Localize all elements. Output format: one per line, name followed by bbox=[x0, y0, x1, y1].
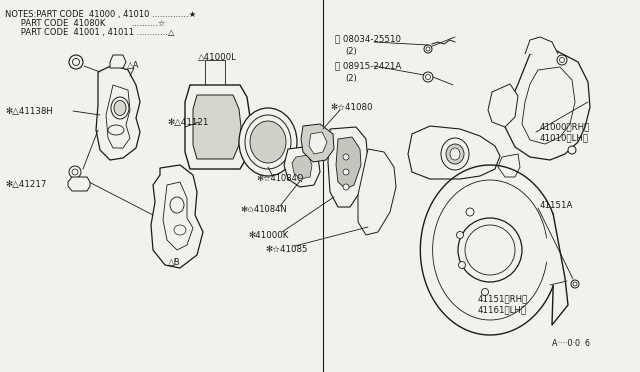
Polygon shape bbox=[96, 65, 140, 160]
Polygon shape bbox=[193, 95, 241, 159]
Text: ✻☆41080: ✻☆41080 bbox=[330, 103, 372, 112]
Circle shape bbox=[571, 280, 579, 288]
Text: (2): (2) bbox=[345, 46, 356, 55]
Circle shape bbox=[424, 45, 432, 53]
Polygon shape bbox=[522, 67, 575, 144]
Text: (2): (2) bbox=[345, 74, 356, 83]
Ellipse shape bbox=[441, 138, 469, 170]
Ellipse shape bbox=[446, 144, 464, 164]
Circle shape bbox=[456, 231, 463, 238]
Polygon shape bbox=[328, 127, 368, 207]
Circle shape bbox=[426, 74, 431, 80]
Circle shape bbox=[343, 184, 349, 190]
Circle shape bbox=[69, 55, 83, 69]
Polygon shape bbox=[408, 126, 500, 179]
Polygon shape bbox=[301, 124, 334, 162]
Circle shape bbox=[72, 58, 79, 65]
Polygon shape bbox=[498, 154, 520, 177]
Circle shape bbox=[72, 169, 78, 175]
Circle shape bbox=[423, 72, 433, 82]
Circle shape bbox=[559, 58, 564, 62]
Text: 41151〈RH〉: 41151〈RH〉 bbox=[478, 295, 528, 304]
Text: PART CODE  41080K          ..........☆: PART CODE 41080K ..........☆ bbox=[5, 19, 165, 28]
Polygon shape bbox=[292, 155, 312, 179]
Text: △B: △B bbox=[168, 257, 180, 266]
Text: ✻✩41084N: ✻✩41084N bbox=[240, 205, 287, 214]
Text: Ⓑ 08034-25510: Ⓑ 08034-25510 bbox=[335, 35, 401, 44]
Ellipse shape bbox=[174, 225, 186, 235]
Ellipse shape bbox=[170, 197, 184, 213]
Circle shape bbox=[458, 262, 465, 269]
Polygon shape bbox=[488, 84, 518, 127]
Text: 41010〈LH〉: 41010〈LH〉 bbox=[540, 134, 589, 142]
Ellipse shape bbox=[114, 100, 126, 115]
Circle shape bbox=[343, 154, 349, 160]
Polygon shape bbox=[106, 85, 130, 148]
Polygon shape bbox=[163, 182, 193, 250]
Ellipse shape bbox=[108, 125, 124, 135]
Text: △A: △A bbox=[127, 61, 140, 70]
Polygon shape bbox=[185, 85, 250, 169]
Polygon shape bbox=[358, 149, 396, 235]
Text: △41000L: △41000L bbox=[198, 52, 237, 61]
Text: ✻△41217: ✻△41217 bbox=[5, 180, 46, 189]
Circle shape bbox=[573, 282, 577, 286]
Ellipse shape bbox=[245, 115, 291, 169]
Circle shape bbox=[568, 146, 576, 154]
Text: PART CODE  41001 , 41011 ............△: PART CODE 41001 , 41011 ............△ bbox=[5, 28, 175, 36]
Circle shape bbox=[458, 218, 522, 282]
Polygon shape bbox=[505, 50, 590, 160]
Text: ✻△41138H: ✻△41138H bbox=[5, 106, 53, 115]
Polygon shape bbox=[336, 137, 361, 189]
Circle shape bbox=[465, 225, 515, 275]
Circle shape bbox=[481, 289, 488, 295]
Circle shape bbox=[69, 166, 81, 178]
Polygon shape bbox=[309, 132, 327, 154]
Ellipse shape bbox=[450, 148, 460, 160]
Circle shape bbox=[557, 55, 567, 65]
Polygon shape bbox=[110, 55, 126, 68]
Circle shape bbox=[343, 169, 349, 175]
Text: NOTES:PART CODE  41000 , 41010 ..............★: NOTES:PART CODE 41000 , 41010 ..........… bbox=[5, 10, 196, 19]
Text: ✻☆41084Q: ✻☆41084Q bbox=[256, 173, 303, 183]
Text: A····0·0  6: A····0·0 6 bbox=[552, 340, 590, 349]
Circle shape bbox=[426, 47, 430, 51]
Circle shape bbox=[466, 208, 474, 216]
Text: Ⓥ 08915-2421A: Ⓥ 08915-2421A bbox=[335, 61, 401, 71]
Ellipse shape bbox=[111, 97, 129, 119]
Ellipse shape bbox=[250, 121, 286, 163]
Text: ✻41000K: ✻41000K bbox=[248, 231, 289, 240]
Text: ✻△41121: ✻△41121 bbox=[167, 118, 209, 126]
Ellipse shape bbox=[239, 108, 297, 176]
Text: ✻☆41085: ✻☆41085 bbox=[265, 244, 307, 253]
Polygon shape bbox=[284, 147, 320, 187]
Polygon shape bbox=[68, 177, 90, 191]
Text: 41151A: 41151A bbox=[540, 201, 573, 209]
Text: 41000〈RH〉: 41000〈RH〉 bbox=[540, 122, 590, 131]
Text: 41161〈LH〉: 41161〈LH〉 bbox=[478, 305, 527, 314]
Polygon shape bbox=[525, 37, 558, 54]
Polygon shape bbox=[151, 165, 203, 268]
